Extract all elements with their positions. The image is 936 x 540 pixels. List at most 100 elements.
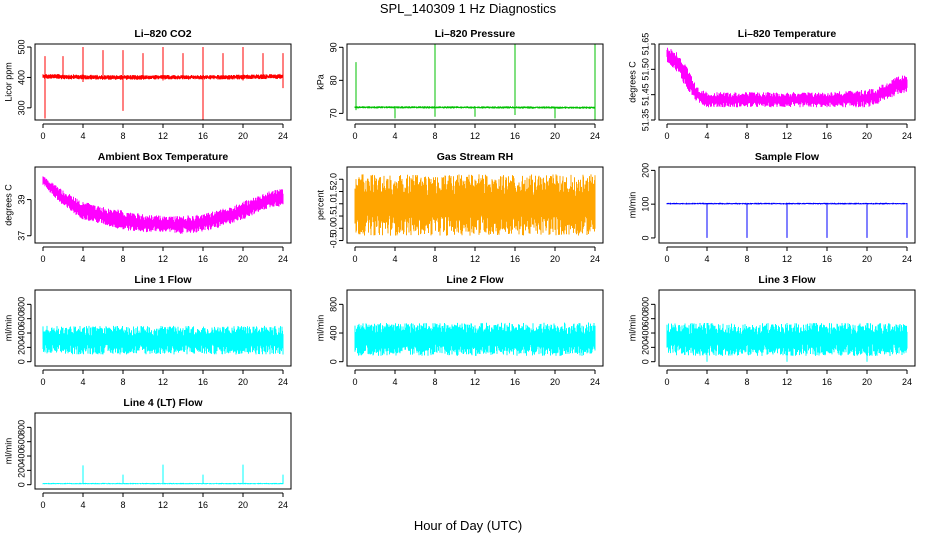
x-tick-label-20: 20 [862,254,872,264]
series-band [666,47,908,108]
plot-frame [658,166,916,244]
chart-panel-4: Ambient Box Temperature 0 4 8 12 16 20 24 37 39de… [3,151,292,264]
panel-title: Ambient Box Temperature [98,151,229,163]
x-tick-label-20: 20 [238,131,248,141]
x-axis: 0 4 8 12 16 20 24 [352,246,600,264]
series-trace [354,174,596,236]
x-tick-label-4: 4 [392,131,397,141]
y-tick-label-1: 100 [640,197,650,212]
chart-panel-10: Line 4 (LT) Flow 0 4 8 12 16 20 24 0 200400600800… [3,397,292,510]
panel-title: Line 2 Flow [446,274,504,286]
x-tick-label-12: 12 [158,377,168,387]
panel-title: Li–820 Temperature [738,28,837,40]
series-trace [666,47,908,108]
series-band [354,322,596,356]
x-tick-label-20: 20 [550,131,560,141]
x-tick-label-8: 8 [744,254,749,264]
x-tick-label-24: 24 [278,500,288,510]
y-tick-label-0: 51.35 [640,109,650,132]
x-tick-label-4: 4 [392,254,397,264]
y-tick-label-2: 800 [328,297,338,312]
x-tick-label-24: 24 [278,131,288,141]
y-tick-label-0: 37 [16,231,26,241]
y-tick-label-4: 800 [640,297,650,312]
x-tick-label-12: 12 [158,131,168,141]
y-tick-label-3: 51.65 [640,33,650,56]
x-tick-label-0: 0 [40,131,45,141]
x-tick-label-20: 20 [862,377,872,387]
x-axis: 0 4 8 12 16 20 24 [352,369,600,387]
series-band [666,323,908,356]
x-tick-label-12: 12 [470,254,480,264]
x-tick-label-4: 4 [80,377,85,387]
x-tick-label-0: 0 [352,131,357,141]
y-tick-label-4: 800 [16,297,26,312]
y-tick-label-1: 400 [328,326,338,341]
x-tick-label-0: 0 [40,254,45,264]
y-tick-label-0: 0 [16,359,26,364]
y-tick-label-2: 200 [640,163,650,178]
y-tick-label-0: 300 [16,100,26,115]
y-axis-label: Licor ppm [3,62,13,102]
panel-title: Line 1 Flow [134,274,192,286]
y-tick-label-3: 1.0 [328,198,338,211]
plot-frame [346,43,604,121]
plot-frame [346,166,604,244]
y-axis-label: ml/min [315,315,325,342]
x-tick-label-20: 20 [238,254,248,264]
plot-frame [346,289,604,367]
chart-panel-2: Li–820 Pressure 0 4 8 12 16 20 24 70 80 90 kPa [315,28,604,141]
y-tick-label-0: 0 [640,235,650,240]
x-axis-caption: Hour of Day (UTC) [413,518,523,533]
plot-frame [34,166,292,244]
x-tick-label-24: 24 [590,254,600,264]
y-tick-label-0: 70 [328,108,338,118]
chart-panel-6: Sample Flow 0 4 8 12 16 20 24 0 100 200 ml/min [627,151,916,264]
x-tick-label-4: 4 [80,254,85,264]
x-tick-label-4: 4 [704,131,709,141]
series-trace [354,322,596,356]
x-axis: 0 4 8 12 16 20 24 [40,492,288,510]
y-axis-label: ml/min [3,438,13,465]
x-tick-label-8: 8 [744,131,749,141]
y-tick-label-1: 200 [16,463,26,478]
y-tick-label-4: 800 [16,420,26,435]
x-tick-label-0: 0 [664,131,669,141]
y-tick-label-0: 0 [328,359,338,364]
x-tick-label-12: 12 [782,131,792,141]
plot-frame [34,412,292,490]
y-tick-label-4: 1.5 [328,185,338,198]
x-axis: 0 4 8 12 16 20 24 [352,123,600,141]
series-trace [42,464,284,485]
y-axis-label: percent [315,189,325,220]
y-tick-label-1: 0.0 [328,222,338,235]
y-tick-label-1: 400 [16,70,26,85]
y-axis: 37 39 [16,195,32,241]
x-tick-label-12: 12 [470,377,480,387]
chart-panel-7: Line 1 Flow 0 4 8 12 16 20 24 0 200400600800ml/mi… [3,274,292,387]
x-tick-label-16: 16 [822,254,832,264]
y-axis: 0 100 200 [640,163,656,240]
x-tick-label-20: 20 [238,377,248,387]
y-tick-label-1: 51.45 [640,83,650,106]
x-tick-label-8: 8 [744,377,749,387]
series-band [42,325,284,355]
y-tick-label-2: 51.50 [640,58,650,81]
y-tick-label-0: -0.5 [328,233,338,249]
x-tick-label-8: 8 [120,500,125,510]
x-axis: 0 4 8 12 16 20 24 [664,246,912,264]
x-tick-label-0: 0 [40,377,45,387]
x-tick-label-0: 0 [664,254,669,264]
x-tick-label-8: 8 [120,131,125,141]
plot-frame [658,43,916,121]
series-trace [354,44,596,120]
x-tick-label-20: 20 [862,131,872,141]
x-tick-label-20: 20 [550,377,560,387]
x-tick-label-8: 8 [432,131,437,141]
y-tick-label-2: 90 [328,42,338,52]
y-tick-label-1: 200 [16,340,26,355]
y-axis: 300 400 500 [16,40,32,115]
